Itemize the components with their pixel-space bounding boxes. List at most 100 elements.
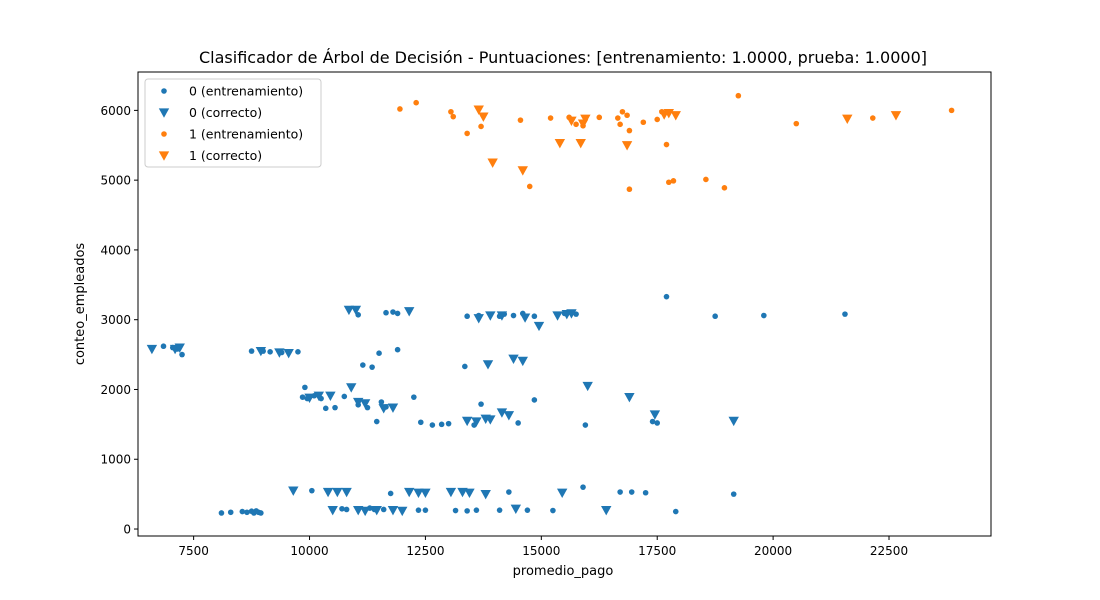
data-point-series-0 — [387, 490, 394, 497]
data-point-series-1 — [496, 311, 508, 321]
data-point-series-1 — [283, 349, 294, 359]
data-point-series-1 — [350, 305, 362, 316]
data-point-series-0 — [390, 309, 396, 315]
data-point-series-0 — [582, 422, 589, 428]
y-tick-label: 3000 — [100, 313, 131, 327]
data-point-series-2 — [640, 119, 647, 126]
data-point-series-0 — [506, 489, 512, 495]
data-point-series-2 — [619, 108, 626, 115]
data-point-series-3 — [580, 114, 591, 124]
data-point-series-1 — [274, 348, 285, 358]
data-point-series-1 — [552, 311, 563, 321]
data-point-series-1 — [397, 506, 408, 517]
data-point-series-0 — [227, 509, 234, 516]
data-point-series-0 — [531, 313, 538, 320]
data-point-series-2 — [663, 141, 670, 148]
data-point-series-0 — [248, 348, 255, 354]
data-point-series-1 — [496, 408, 508, 418]
data-point-series-0 — [244, 509, 250, 516]
data-point-series-1 — [508, 354, 519, 364]
legend-marker-2 — [161, 131, 167, 137]
data-point-series-2 — [615, 115, 621, 121]
data-point-series-0 — [464, 313, 470, 320]
x-tick-label: 17500 — [638, 544, 676, 558]
data-point-series-0 — [394, 346, 401, 353]
legend-entry-0: 0 (entrenamiento) — [189, 84, 303, 99]
data-point-series-1 — [353, 506, 364, 516]
data-point-series-2 — [517, 117, 524, 123]
data-point-series-0 — [445, 420, 452, 427]
data-point-series-0 — [380, 506, 387, 513]
data-point-series-0 — [422, 507, 429, 513]
data-point-series-2 — [547, 115, 554, 121]
data-point-series-3 — [517, 166, 528, 176]
data-point-series-0 — [464, 508, 470, 514]
y-axis: 0 1000 2000 3000 4000 5000 6000 — [100, 104, 138, 537]
data-point-series-0 — [649, 418, 656, 425]
data-point-series-0 — [712, 313, 718, 320]
data-point-series-1 — [519, 313, 531, 323]
data-point-series-0 — [322, 405, 329, 412]
data-point-series-1 — [322, 487, 334, 498]
data-point-series-2 — [670, 178, 677, 184]
data-point-series-1 — [445, 487, 457, 498]
x-tick-label: 7500 — [178, 544, 209, 558]
x-tick-label: 10000 — [290, 544, 328, 558]
data-point-series-0 — [378, 399, 385, 405]
data-point-series-0 — [515, 420, 521, 426]
data-point-series-1 — [174, 343, 185, 353]
data-point-series-3 — [478, 112, 489, 122]
y-tick-label: 2000 — [100, 383, 131, 397]
data-point-series-0 — [617, 489, 623, 495]
data-point-series-0 — [663, 293, 670, 300]
data-point-series-0 — [309, 487, 315, 494]
data-point-series-1 — [457, 487, 468, 498]
data-point-series-0 — [672, 508, 679, 515]
data-point-series-0 — [295, 348, 301, 355]
data-point-series-1 — [649, 410, 661, 420]
plot-frame — [137, 71, 992, 537]
data-point-series-0 — [473, 507, 480, 513]
data-point-series-3 — [890, 111, 902, 121]
data-point-series-3 — [566, 116, 577, 127]
data-point-series-0 — [160, 343, 167, 350]
data-point-series-1 — [582, 381, 593, 392]
data-point-series-0 — [239, 508, 246, 515]
y-tick-label: 4000 — [100, 243, 131, 257]
data-point-series-2 — [573, 121, 579, 128]
data-point-series-0 — [531, 397, 538, 403]
y-tick-label: 6000 — [100, 104, 131, 118]
legend-box — [144, 78, 322, 168]
y-tick-label: 5000 — [100, 174, 131, 188]
data-point-series-1 — [332, 487, 343, 498]
data-point-series-1 — [556, 488, 568, 498]
data-point-series-0 — [524, 507, 531, 513]
data-point-series-1 — [464, 488, 475, 498]
data-point-series-1 — [485, 415, 496, 425]
data-point-series-0 — [258, 510, 264, 516]
data-point-series-1 — [480, 489, 491, 500]
data-point-series-0 — [179, 351, 185, 358]
data-point-series-2 — [464, 130, 470, 137]
data-point-series-1 — [471, 417, 482, 427]
data-point-series-1 — [403, 487, 415, 498]
data-point-series-0 — [496, 507, 503, 513]
data-point-series-0 — [642, 489, 649, 496]
data-point-series-0 — [218, 510, 225, 516]
legend-entry-2: 1 (entrenamiento) — [189, 127, 303, 142]
data-point-series-1 — [304, 393, 315, 404]
data-point-series-0 — [394, 310, 401, 317]
data-point-series-2 — [626, 186, 633, 193]
data-point-series-0 — [411, 394, 417, 400]
legend-marker-1 — [158, 108, 170, 118]
data-point-series-2 — [397, 106, 403, 112]
x-axis: 7500 10000 12500 15000 17500 20000 22500 — [178, 536, 908, 558]
data-point-series-2 — [624, 112, 630, 119]
data-point-series-1 — [517, 356, 528, 367]
data-point-series-1 — [413, 488, 424, 498]
data-point-series-1 — [327, 506, 338, 516]
data-point-series-0 — [628, 489, 635, 495]
data-point-series-2 — [721, 185, 728, 191]
data-point-series-1 — [387, 506, 399, 516]
chart-title: Clasificador de Árbol de Decisión - Punt… — [199, 48, 927, 67]
